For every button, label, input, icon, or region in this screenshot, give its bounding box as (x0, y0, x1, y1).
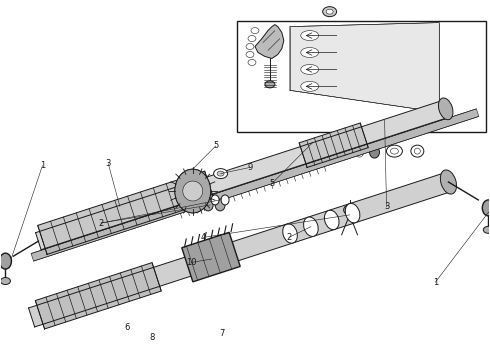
Ellipse shape (330, 147, 339, 153)
Bar (237, 21, 486, 132)
Text: 2: 2 (286, 233, 292, 242)
Ellipse shape (301, 48, 318, 58)
Ellipse shape (246, 51, 254, 58)
Text: 3: 3 (384, 202, 389, 211)
Text: 6: 6 (124, 323, 129, 332)
Ellipse shape (356, 147, 364, 157)
Ellipse shape (203, 199, 213, 211)
Ellipse shape (326, 9, 333, 14)
Text: 4: 4 (201, 233, 206, 242)
Text: 3: 3 (106, 159, 111, 168)
Ellipse shape (415, 148, 420, 154)
Polygon shape (175, 169, 211, 213)
Ellipse shape (248, 36, 256, 41)
Ellipse shape (304, 217, 318, 237)
Ellipse shape (323, 7, 337, 17)
Ellipse shape (343, 205, 356, 215)
Ellipse shape (214, 168, 227, 179)
Ellipse shape (482, 200, 490, 216)
Ellipse shape (324, 210, 339, 230)
Text: 7: 7 (219, 329, 224, 338)
Ellipse shape (411, 145, 424, 157)
Ellipse shape (175, 169, 211, 213)
Ellipse shape (283, 224, 297, 243)
Ellipse shape (441, 170, 457, 194)
Polygon shape (38, 171, 214, 255)
Ellipse shape (391, 148, 398, 154)
Polygon shape (28, 172, 451, 327)
Ellipse shape (301, 64, 318, 75)
Ellipse shape (246, 44, 254, 50)
Text: 5: 5 (213, 141, 219, 150)
Text: 10: 10 (186, 258, 196, 267)
Ellipse shape (215, 199, 225, 211)
Polygon shape (31, 109, 479, 261)
Ellipse shape (301, 31, 318, 41)
Ellipse shape (183, 181, 203, 201)
Ellipse shape (301, 81, 318, 91)
Polygon shape (35, 262, 161, 329)
Ellipse shape (483, 226, 490, 233)
Ellipse shape (0, 253, 11, 269)
Ellipse shape (345, 203, 360, 223)
Ellipse shape (211, 195, 219, 205)
Ellipse shape (387, 145, 402, 157)
Ellipse shape (248, 59, 256, 66)
Polygon shape (182, 232, 240, 282)
Ellipse shape (0, 278, 10, 284)
Ellipse shape (369, 146, 379, 158)
Text: 9: 9 (247, 163, 252, 172)
Polygon shape (290, 23, 439, 112)
Ellipse shape (326, 144, 343, 156)
Text: 1: 1 (40, 161, 45, 170)
Ellipse shape (265, 81, 275, 88)
Ellipse shape (251, 28, 259, 33)
Polygon shape (36, 100, 448, 250)
Polygon shape (299, 123, 368, 167)
Text: 2: 2 (98, 219, 103, 228)
Text: 5: 5 (269, 179, 274, 188)
Polygon shape (255, 24, 284, 58)
Ellipse shape (221, 195, 229, 205)
Text: 8: 8 (149, 333, 155, 342)
Ellipse shape (439, 98, 453, 120)
Text: 1: 1 (433, 278, 438, 287)
Ellipse shape (217, 171, 224, 176)
